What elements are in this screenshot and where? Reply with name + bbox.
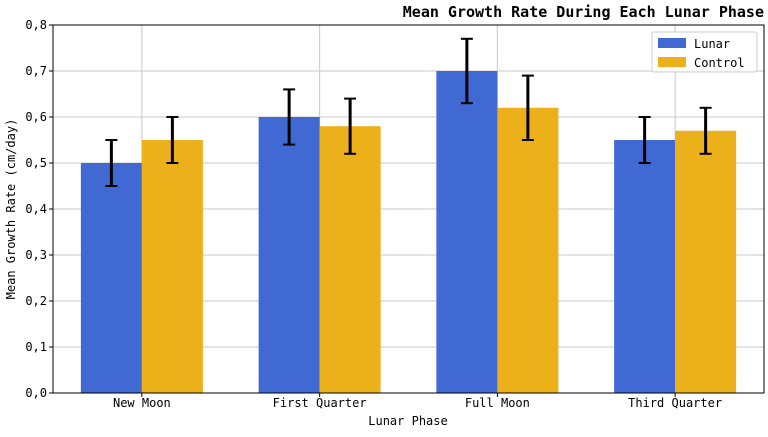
bar-control xyxy=(497,107,559,394)
bar-control xyxy=(675,130,737,394)
bar-control xyxy=(319,126,381,393)
bar-lunar xyxy=(258,117,320,393)
chart-title: Mean Growth Rate During Each Lunar Phase xyxy=(403,3,764,21)
x-tick-label: Full Moon xyxy=(465,396,530,410)
y-tick-label: 0,2 xyxy=(25,294,47,308)
y-tick-label: 0,4 xyxy=(25,202,47,216)
y-tick-label: 0,5 xyxy=(25,156,47,170)
y-tick-label: 0,7 xyxy=(25,64,47,78)
legend-label-control: Control xyxy=(694,56,745,70)
x-tick-label: Third Quarter xyxy=(628,396,722,410)
y-axis-label: Mean Growth Rate (cm/day) xyxy=(4,119,18,300)
y-tick-label: 0,8 xyxy=(25,18,47,32)
x-axis-label: Lunar Phase xyxy=(368,414,447,428)
legend: Lunar Control xyxy=(651,31,758,73)
tick-layer: 0,0 0,1 0,2 0,3 0,4 0,5 0,6 0,7 0,8 New Moon First… xyxy=(25,18,722,410)
y-tick-label: 0,0 xyxy=(25,386,47,400)
error-bar-layer xyxy=(105,37,712,187)
x-tick-label: First Quarter xyxy=(273,396,367,410)
legend-swatch-control xyxy=(658,57,686,67)
y-tick-label: 0,1 xyxy=(25,340,47,354)
y-tick-label: 0,6 xyxy=(25,110,47,124)
bar-lunar xyxy=(614,140,676,393)
bar-lunar xyxy=(436,71,498,393)
x-tick-label: New Moon xyxy=(113,396,171,410)
bar-layer xyxy=(80,71,737,394)
y-tick-label: 0,3 xyxy=(25,248,47,262)
legend-swatch-lunar xyxy=(658,38,686,48)
bar-control xyxy=(141,140,203,393)
legend-label-lunar: Lunar xyxy=(694,37,730,51)
bar-lunar xyxy=(80,163,142,393)
